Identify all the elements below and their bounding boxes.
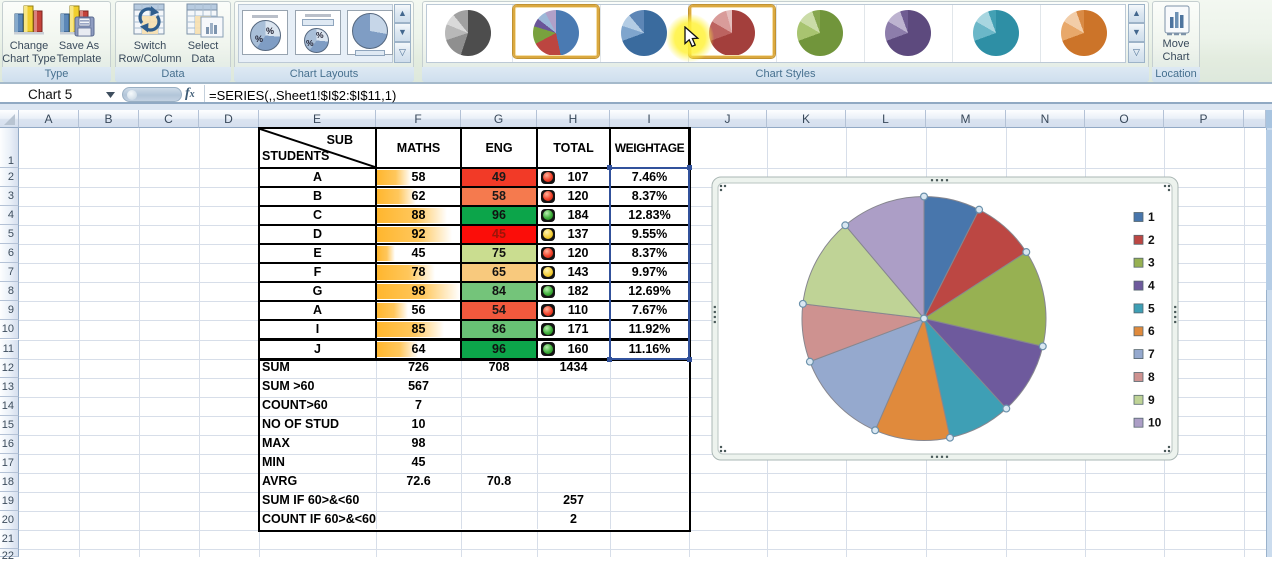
svg-text:6: 6 <box>1148 324 1155 338</box>
svg-text:9: 9 <box>1148 393 1155 407</box>
svg-text:2: 2 <box>1148 233 1155 247</box>
svg-text:8: 8 <box>1148 370 1155 384</box>
svg-text:4: 4 <box>1148 279 1155 293</box>
svg-text:1: 1 <box>1148 210 1155 224</box>
svg-text:3: 3 <box>1148 256 1155 270</box>
svg-text:7: 7 <box>1148 347 1155 361</box>
svg-text:5: 5 <box>1148 301 1155 315</box>
svg-text:10: 10 <box>1148 416 1162 430</box>
